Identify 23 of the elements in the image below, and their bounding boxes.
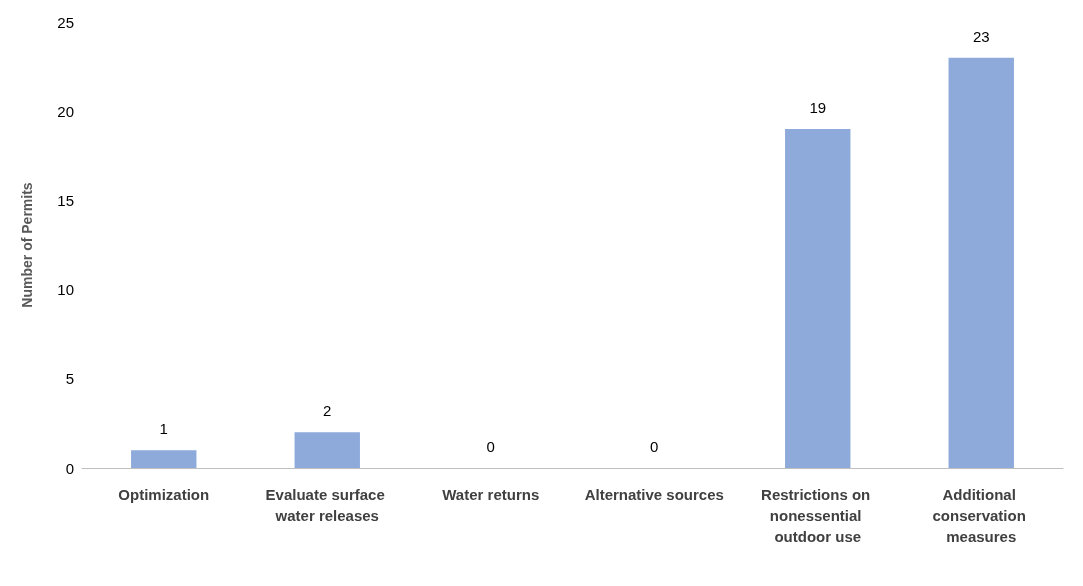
y-tick-label: 15: [57, 191, 74, 209]
y-tick-label: 10: [57, 281, 74, 299]
data-label: 2: [323, 402, 332, 420]
data-label: 1: [159, 420, 168, 438]
bar: [131, 450, 197, 468]
bar: [785, 129, 851, 468]
x-tick-label: Optimization: [118, 486, 210, 503]
x-tick-label: Additional conservation measures: [932, 486, 1031, 545]
x-tick-label: Restrictions on nonessential outdoor use: [761, 486, 875, 545]
data-label: 23: [972, 27, 990, 45]
x-tick-label: Alternative sources: [584, 486, 724, 503]
y-tick-label: 0: [65, 459, 74, 477]
y-axis-title: Number of Permits: [19, 182, 35, 308]
x-tick-label: Evaluate surface water releases: [265, 486, 389, 524]
y-tick-label: 25: [57, 13, 74, 31]
data-label: 19: [809, 99, 827, 117]
y-tick-label: 5: [65, 370, 74, 388]
y-tick-label: 20: [57, 102, 74, 120]
data-label: 0: [650, 438, 659, 455]
bar: [294, 432, 360, 468]
bar: [948, 57, 1014, 468]
data-label: 0: [486, 438, 495, 455]
x-tick-label: Water returns: [442, 486, 540, 503]
